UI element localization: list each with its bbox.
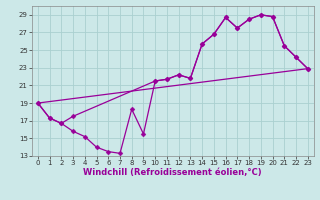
X-axis label: Windchill (Refroidissement éolien,°C): Windchill (Refroidissement éolien,°C)	[84, 168, 262, 177]
